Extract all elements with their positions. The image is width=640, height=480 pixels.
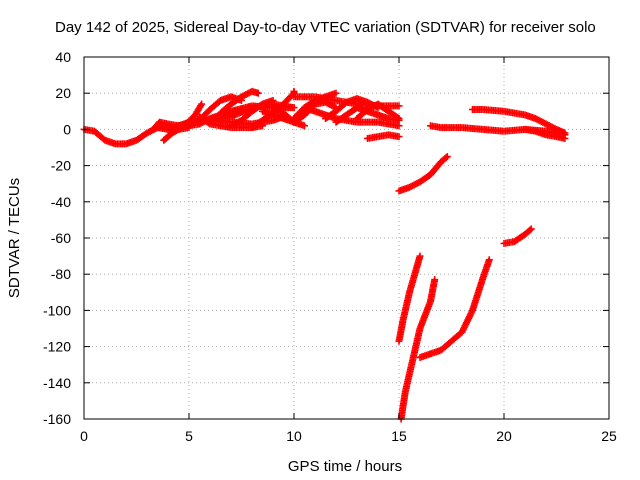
- y-tick-label: -120: [43, 339, 71, 355]
- y-tick-label: -140: [43, 375, 71, 391]
- y-tick-label: -160: [43, 411, 71, 427]
- y-tick-label: -80: [51, 266, 71, 282]
- data-point: [561, 134, 569, 142]
- data-point: [269, 96, 277, 104]
- x-tick-label: 25: [601, 428, 617, 444]
- data-point: [431, 276, 439, 284]
- x-tick-label: 5: [185, 428, 193, 444]
- x-tick-label: 0: [80, 428, 88, 444]
- y-tick-label: -40: [51, 194, 71, 210]
- y-tick-label: -100: [43, 302, 71, 318]
- y-axis-label: SDTVAR / TECUs: [6, 178, 23, 298]
- data-point: [416, 252, 424, 260]
- plot-frame: [83, 56, 610, 420]
- x-axis-label: GPS time / hours: [288, 458, 402, 475]
- data-point: [442, 154, 450, 162]
- x-tick-label: 15: [391, 428, 407, 444]
- y-tick-label: 40: [55, 49, 71, 65]
- y-tick-label: 20: [55, 85, 71, 101]
- axis-ticks: 0 5 10 15 20 25 -160 -140 -120 -100 -80 -60 -40 -20 0 2…: [43, 49, 617, 444]
- y-tick-label: -60: [51, 230, 71, 246]
- y-tick-label: -20: [51, 158, 71, 174]
- x-tick-label: 10: [286, 428, 302, 444]
- data-point: [394, 114, 402, 122]
- chart-title: Day 142 of 2025, Sidereal Day-to-day VTE…: [55, 19, 596, 36]
- data-point: [254, 89, 262, 97]
- data-points: [80, 87, 569, 423]
- data-point: [526, 226, 534, 234]
- y-tick-label: 0: [63, 121, 71, 137]
- data-point: [301, 122, 308, 130]
- data-point: [395, 115, 403, 123]
- data-point: [443, 153, 451, 161]
- data-point: [290, 104, 298, 112]
- data-point: [527, 225, 535, 233]
- data-point: [332, 89, 340, 97]
- data-point: [485, 256, 493, 264]
- grid-lines: [84, 57, 609, 419]
- data-point: [395, 133, 403, 141]
- x-tick-label: 20: [496, 428, 512, 444]
- data-point: [198, 100, 206, 108]
- data-point: [395, 102, 403, 110]
